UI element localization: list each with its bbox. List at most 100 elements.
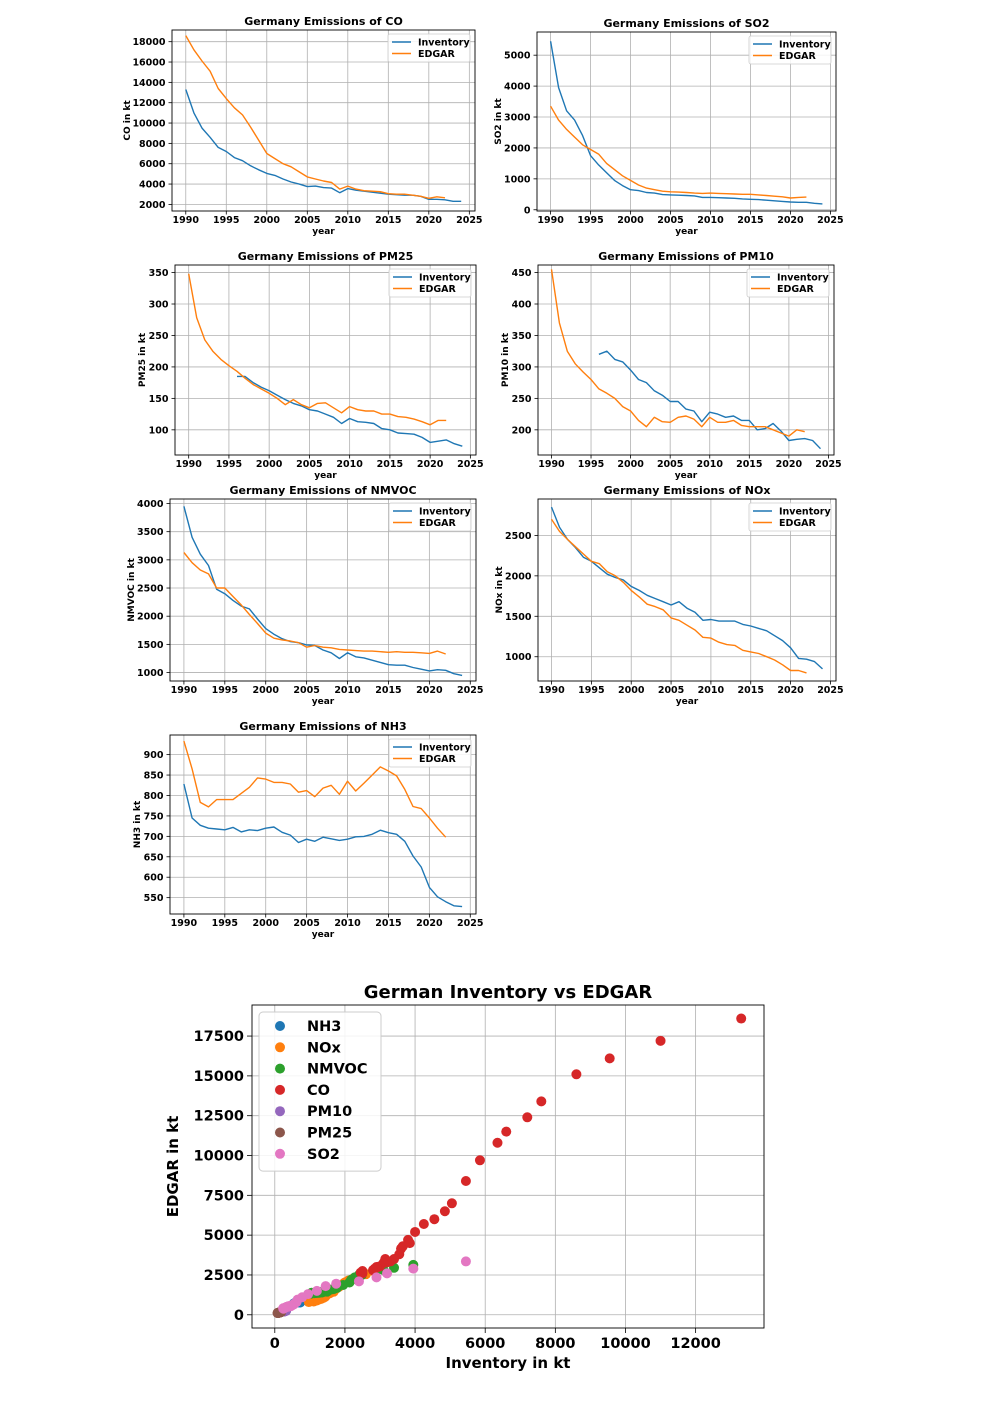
legend-label-inventory: Inventory [419,743,471,754]
y-tick-label: 17500 [194,1029,244,1045]
legend-label-inventory: Inventory [418,38,470,49]
y-axis-label: CO in kt [123,100,133,141]
point-so2 [408,1263,419,1274]
y-tick-label: 4000 [504,82,531,93]
point-co [439,1206,450,1217]
y-tick-label: 250 [149,331,169,342]
point-co [501,1126,512,1137]
legend-marker-nox [275,1042,285,1053]
point-co [410,1226,421,1237]
series-line-inventory [237,375,463,447]
legend-marker-so2 [275,1148,285,1159]
x-tick-label: 2025 [457,918,483,929]
x-tick-label: 2015 [736,459,762,470]
y-tick-label: 1000 [505,652,532,663]
x-tick-label: 2000 [254,215,281,226]
legend-label-inventory: Inventory [419,507,471,518]
y-tick-label: 2500 [204,1268,244,1284]
y-tick-label: 1000 [137,668,164,679]
y-tick-label: 8000 [139,139,166,150]
legend-marker-pm25 [275,1127,285,1138]
series-line-edgar [550,518,807,674]
y-tick-label: 750 [144,811,164,822]
legend-label-edgar: EDGAR [419,284,457,295]
y-tick-label: 200 [512,425,532,436]
point-co [460,1175,471,1186]
legend-marker-co [275,1084,285,1095]
x-tick-label: 2025 [815,459,841,470]
y-tick-label: 12500 [194,1109,244,1125]
y-axis-label: EDGAR in kt [164,1116,182,1218]
x-tick-label: 1990 [171,918,198,929]
series-line-edgar [183,552,446,655]
plot-area [550,269,822,450]
y-tick-label: 16000 [132,58,165,69]
x-tick-label: 12000 [670,1336,720,1352]
x-axis-label: year [675,471,698,481]
y-tick-label: 10000 [132,119,165,130]
chart-3: 1990 1995 2000 2005 2010 2015 2020 2025 200 250 30… [501,250,842,481]
x-tick-label: 2005 [296,459,322,470]
plot-area [188,273,463,447]
x-tick-label: 2025 [817,685,843,696]
x-tick-label: 2010 [336,459,363,470]
legend-label-edgar: EDGAR [779,518,817,529]
point-co [604,1053,615,1064]
point-so2 [382,1268,393,1279]
x-tick-label: 2015 [377,459,403,470]
y-tick-label: 10000 [194,1149,244,1165]
x-tick-label: 2025 [457,685,483,696]
x-tick-label: 2000 [325,1336,365,1352]
y-tick-label: 400 [512,300,532,311]
x-tick-label: 2020 [777,215,804,226]
y-tick-label: 3500 [137,527,164,538]
chart-0: 1990 1995 2000 2005 2010 2015 2020 2025 2000 4000… [123,15,483,237]
series-line-inventory [183,783,463,908]
plot-area [183,740,463,908]
y-tick-label: 200 [149,362,169,373]
x-tick-label: 2005 [294,215,320,226]
x-tick-label: 1995 [577,215,603,226]
x-tick-label: 2015 [738,685,764,696]
chart-title: Germany Emissions of NOx [604,484,771,497]
y-tick-label: 2000 [505,571,532,582]
x-axis-label: year [675,227,698,237]
x-tick-label: 2005 [658,685,684,696]
legend-box [746,268,830,298]
x-tick-label: 2010 [697,215,724,226]
axes-frame [536,31,837,212]
y-tick-label: 300 [512,362,532,373]
axes-frame [171,29,476,212]
legend-box [388,268,472,298]
series-line-edgar [183,740,447,838]
x-tick-label: 1995 [578,685,604,696]
series-line-inventory [185,89,462,203]
point-so2 [320,1281,331,1292]
chart-title: German Inventory vs EDGAR [364,982,653,1003]
x-tick-label: 2000 [617,459,644,470]
legend-box [748,502,832,532]
y-tick-label: 3000 [137,555,164,566]
x-axis-label: year [312,227,335,237]
y-tick-label: 0 [234,1308,244,1324]
x-tick-label: 2010 [698,685,725,696]
x-tick-label: 6000 [465,1336,505,1352]
x-axis-label: year [312,930,335,940]
x-tick-label: 2020 [777,685,804,696]
y-tick-label: 1500 [137,640,164,651]
legend-label-nox: NOx [307,1040,341,1056]
x-tick-label: 2025 [457,459,483,470]
y-tick-label: 650 [144,852,164,863]
x-tick-label: 1995 [212,918,238,929]
y-tick-label: 2500 [137,584,164,595]
x-axis-label: year [314,471,337,481]
point-co [418,1218,429,1229]
x-tick-label: 1995 [578,459,604,470]
chart-title: Germany Emissions of PM25 [238,250,414,263]
point-so2 [311,1285,322,1296]
point-so2 [278,1303,289,1314]
x-tick-label: 8000 [535,1336,575,1352]
legend-label-co: CO [307,1083,330,1099]
x-axis-label: year [676,697,699,707]
